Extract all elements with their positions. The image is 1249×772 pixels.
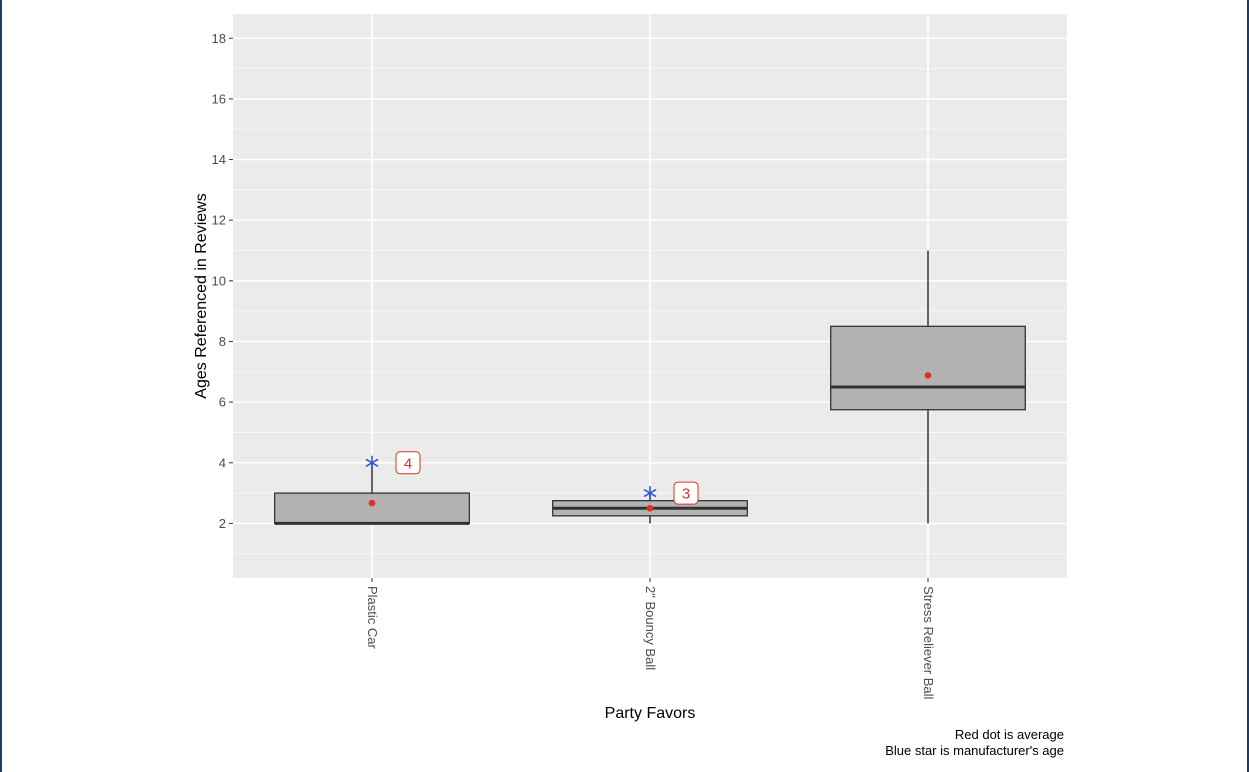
manufacturer-star-icon [365, 455, 379, 470]
y-tick-label: 6 [219, 395, 226, 410]
y-tick-label: 4 [219, 455, 226, 470]
mean-dot [924, 372, 932, 379]
mean-dot [368, 499, 376, 507]
star-stroke [643, 488, 657, 498]
y-tick-label: 2 [219, 516, 226, 531]
caption-average: Red dot is average [955, 727, 1064, 742]
box [830, 325, 1026, 411]
box [274, 492, 470, 525]
x-tick-label: 2" Bouncy Ball [643, 586, 658, 670]
star-stroke [365, 458, 379, 467]
boxes: 43 [274, 250, 1026, 525]
x-axis-title: Party Favors [605, 705, 696, 722]
x-tick-label: Stress Reliever Ball [921, 586, 936, 700]
x-axis: Plastic Car 2" Bouncy Ball Stress Reliever… [365, 578, 936, 700]
y-tick-label: 10 [212, 273, 226, 288]
mean-dot [646, 504, 654, 512]
y-tick-label: 16 [212, 91, 226, 106]
value-label: 4 [404, 455, 412, 472]
y-tick-label: 8 [219, 334, 226, 349]
value-label: 3 [682, 486, 690, 503]
y-axis: 2 4 6 8 10 12 14 16 18 [212, 31, 233, 531]
x-tick-label: Plastic Car [365, 586, 380, 650]
y-axis-title: Ages Referenced in Reviews [193, 193, 210, 398]
value-label-box [395, 451, 421, 475]
manufacturer-star-icon [643, 486, 657, 501]
value-label-box [673, 481, 699, 505]
y-tick-label: 12 [212, 213, 226, 228]
y-tick-label: 14 [212, 152, 226, 167]
caption-manufacturer: Blue star is manufacturer's age [885, 743, 1064, 758]
y-tick-label: 18 [212, 31, 226, 46]
